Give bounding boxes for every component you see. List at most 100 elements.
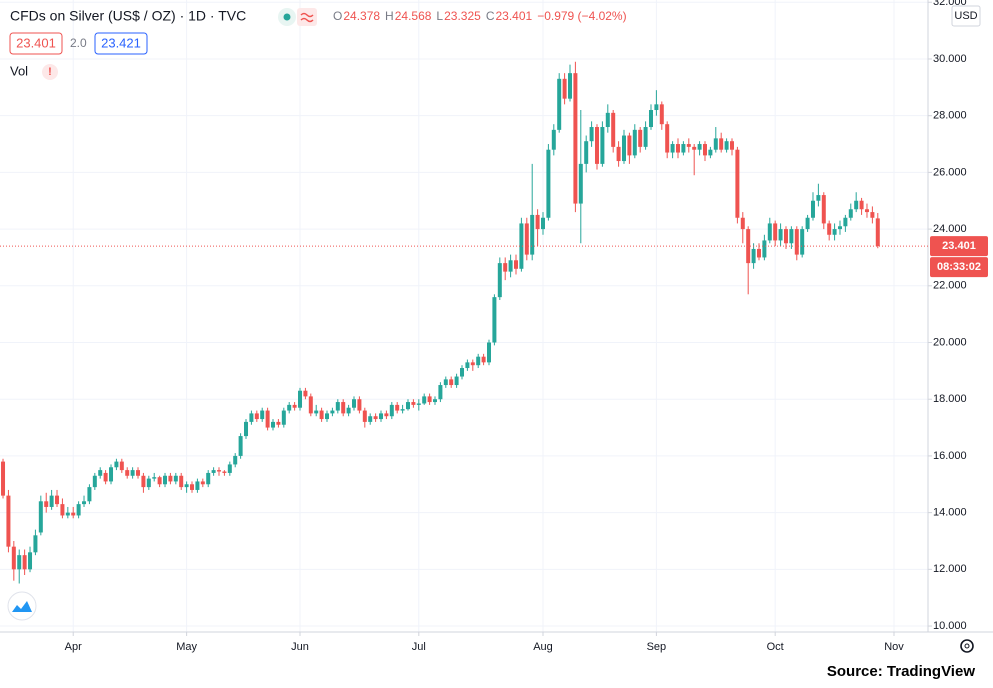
candle-body [465, 362, 470, 369]
candle-body [778, 229, 783, 241]
candle-body [179, 475, 184, 488]
candle-body [384, 413, 389, 417]
candle-body [400, 409, 405, 411]
candle-body [308, 396, 313, 414]
candle-body [373, 416, 378, 420]
y-tick-label: 10.000 [933, 620, 967, 632]
y-tick-label: 26.000 [933, 166, 967, 178]
candle-body [702, 144, 707, 156]
bid-box[interactable] [9, 32, 63, 55]
candle-body [843, 217, 848, 227]
candle-body [692, 146, 697, 150]
candle-body [119, 461, 124, 471]
settings-icon[interactable] [960, 639, 974, 653]
candle-body [794, 229, 799, 255]
candle-body [438, 385, 443, 400]
grid [0, 0, 928, 632]
candle-body [292, 404, 297, 408]
candle-body [217, 470, 222, 472]
candle-body [71, 512, 76, 516]
candle-body [92, 475, 97, 488]
candle-body [476, 356, 481, 366]
x-tick-label: Nov [884, 641, 904, 653]
candle-body [557, 78, 562, 130]
candle-body [719, 138, 724, 150]
ask-box[interactable] [94, 32, 148, 55]
ohlc-letter: C [486, 9, 495, 23]
candle-body [249, 413, 254, 422]
wave-icon [300, 12, 314, 23]
candle-body [783, 229, 788, 244]
candle-body [789, 229, 794, 244]
volume-warning[interactable] [42, 64, 58, 80]
candle-body [449, 379, 454, 386]
currency: USD [954, 10, 977, 22]
candle-body [325, 413, 330, 420]
y-tick-label: 18.000 [933, 393, 967, 405]
candle-body [190, 484, 195, 490]
candle-body [573, 73, 578, 204]
candle-body [265, 410, 270, 428]
candle-body [875, 218, 880, 247]
candle-body [816, 195, 821, 201]
candle-body [238, 436, 243, 456]
candle-body [200, 481, 205, 485]
candle-body [395, 404, 400, 411]
candle-body [254, 413, 259, 420]
candle-body [805, 217, 810, 230]
candle-body [713, 138, 718, 150]
candle-body [173, 475, 178, 482]
candles [1, 61, 880, 584]
axes: 10.000 12.000 14.000 16.000 18.000 20.000 22.0… [65, 0, 967, 653]
candle-body [724, 141, 729, 150]
candle-body [368, 416, 373, 422]
candle-body [422, 396, 427, 404]
currency-box [951, 5, 981, 27]
candle-body [130, 470, 135, 476]
logo-icon [12, 601, 32, 612]
candle-body [233, 455, 238, 465]
spread: 2.0 [70, 36, 87, 50]
candle-body [406, 402, 411, 410]
candle-body [540, 217, 545, 230]
candle-body [411, 402, 416, 405]
candle-body [11, 546, 16, 570]
volume-label: Vol [10, 63, 28, 78]
candle-body [751, 248, 756, 264]
chart-title: CFDs on Silver (US$ / OZ) · 1D · TVC [10, 8, 246, 24]
y-tick-label: 14.000 [933, 507, 967, 519]
y-tick-label: 24.000 [933, 223, 967, 235]
change-label: −0.979 (−4.02%) [537, 9, 626, 23]
candle-body [854, 200, 859, 210]
candle-body [22, 555, 27, 570]
x-tick-label: Jun [291, 641, 309, 653]
candle-body [627, 135, 632, 156]
candle-body [503, 263, 508, 272]
y-tick-label: 22.000 [933, 280, 967, 292]
candle-body [632, 129, 637, 156]
candle-body [643, 127, 648, 147]
candle-body [65, 512, 70, 516]
candle-body [638, 129, 643, 147]
candle-body [767, 223, 772, 241]
candle-body [746, 229, 751, 264]
candle-body [729, 141, 734, 150]
source: Source: TradingView [827, 663, 975, 680]
candle-body [195, 481, 200, 490]
candle-body [837, 226, 842, 230]
candle-body [60, 504, 65, 516]
candle-body [141, 475, 146, 488]
candle-body [621, 135, 626, 162]
countdown-box [930, 257, 988, 278]
y-tick-label: 12.000 [933, 563, 967, 575]
candle-body [605, 112, 610, 128]
candle-body [546, 149, 551, 218]
candle-body [184, 484, 189, 488]
ohlc-legend: O 24.378 H 24.568 L 23.325 C 23.401 −0.979 (−4.0… [333, 9, 627, 23]
logo[interactable] [7, 591, 37, 621]
y-tick-label: 28.000 [933, 110, 967, 122]
candle-body [103, 472, 108, 482]
ohlc-letter: L [436, 9, 443, 23]
warning-icon: ! [48, 66, 52, 78]
candle-body [44, 501, 49, 507]
